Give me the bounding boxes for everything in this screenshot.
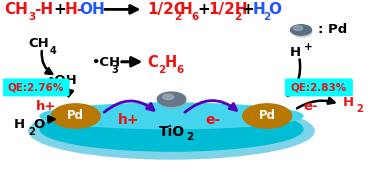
Text: O: O <box>268 2 281 17</box>
Text: OH: OH <box>79 2 105 17</box>
Circle shape <box>71 114 80 118</box>
Text: C: C <box>147 55 158 70</box>
Text: 2: 2 <box>175 12 182 22</box>
Text: 2: 2 <box>186 132 194 142</box>
Text: 2: 2 <box>356 105 363 114</box>
Text: +: + <box>304 42 313 52</box>
FancyBboxPatch shape <box>2 78 70 96</box>
Circle shape <box>293 26 303 30</box>
Text: e-: e- <box>205 113 220 127</box>
Circle shape <box>56 106 96 126</box>
Circle shape <box>160 96 186 108</box>
Text: TiO: TiO <box>158 125 184 139</box>
Text: QE:2.76%: QE:2.76% <box>7 82 64 92</box>
Text: 2: 2 <box>158 65 166 75</box>
Text: H: H <box>342 96 353 109</box>
Circle shape <box>291 25 311 35</box>
Text: H: H <box>164 55 177 70</box>
Circle shape <box>252 108 282 124</box>
Text: 2: 2 <box>263 12 271 22</box>
FancyArrowPatch shape <box>42 51 52 74</box>
Text: -H: -H <box>34 2 54 17</box>
Text: Pd: Pd <box>259 109 276 123</box>
Circle shape <box>263 114 272 118</box>
Circle shape <box>60 108 91 124</box>
Text: CH: CH <box>29 36 50 50</box>
Text: H: H <box>14 118 25 131</box>
Text: H: H <box>290 46 301 59</box>
Text: e-: e- <box>303 100 318 113</box>
FancyBboxPatch shape <box>285 78 353 96</box>
Text: +: + <box>53 2 66 17</box>
Text: +: + <box>241 2 254 17</box>
Circle shape <box>243 104 292 128</box>
Text: 3: 3 <box>112 65 118 75</box>
Circle shape <box>163 94 174 100</box>
Text: 6: 6 <box>191 12 198 22</box>
Text: H: H <box>252 2 265 17</box>
Text: h+: h+ <box>118 113 139 127</box>
FancyArrowPatch shape <box>66 84 73 96</box>
Text: 4: 4 <box>50 45 56 55</box>
FancyArrowPatch shape <box>288 59 300 96</box>
Circle shape <box>247 106 287 126</box>
Text: QE:2.83%: QE:2.83% <box>291 82 347 92</box>
Text: : Pd: : Pd <box>318 24 347 36</box>
FancyArrowPatch shape <box>104 101 154 112</box>
Text: +: + <box>198 2 211 17</box>
Ellipse shape <box>29 103 314 159</box>
Circle shape <box>51 104 100 128</box>
FancyArrowPatch shape <box>185 101 237 112</box>
FancyArrowPatch shape <box>48 116 54 122</box>
Text: 1/2H: 1/2H <box>208 2 248 17</box>
Circle shape <box>157 92 186 106</box>
Circle shape <box>257 111 277 121</box>
FancyArrowPatch shape <box>297 98 335 108</box>
Text: O: O <box>34 118 45 131</box>
Text: Pd: Pd <box>67 109 84 123</box>
Text: •OH: •OH <box>46 74 76 87</box>
Ellipse shape <box>40 103 303 129</box>
Text: •CH: •CH <box>91 56 120 69</box>
Text: 6: 6 <box>177 65 184 75</box>
Text: 2: 2 <box>235 12 242 22</box>
Text: 2: 2 <box>28 127 35 136</box>
Circle shape <box>66 111 85 121</box>
Ellipse shape <box>40 107 303 151</box>
Circle shape <box>293 28 312 37</box>
Text: h+: h+ <box>36 100 56 113</box>
Text: H: H <box>180 2 192 17</box>
Text: 3: 3 <box>28 12 36 22</box>
Text: H-: H- <box>65 2 84 17</box>
Text: 1/2C: 1/2C <box>147 2 185 17</box>
Text: CH: CH <box>5 2 28 17</box>
